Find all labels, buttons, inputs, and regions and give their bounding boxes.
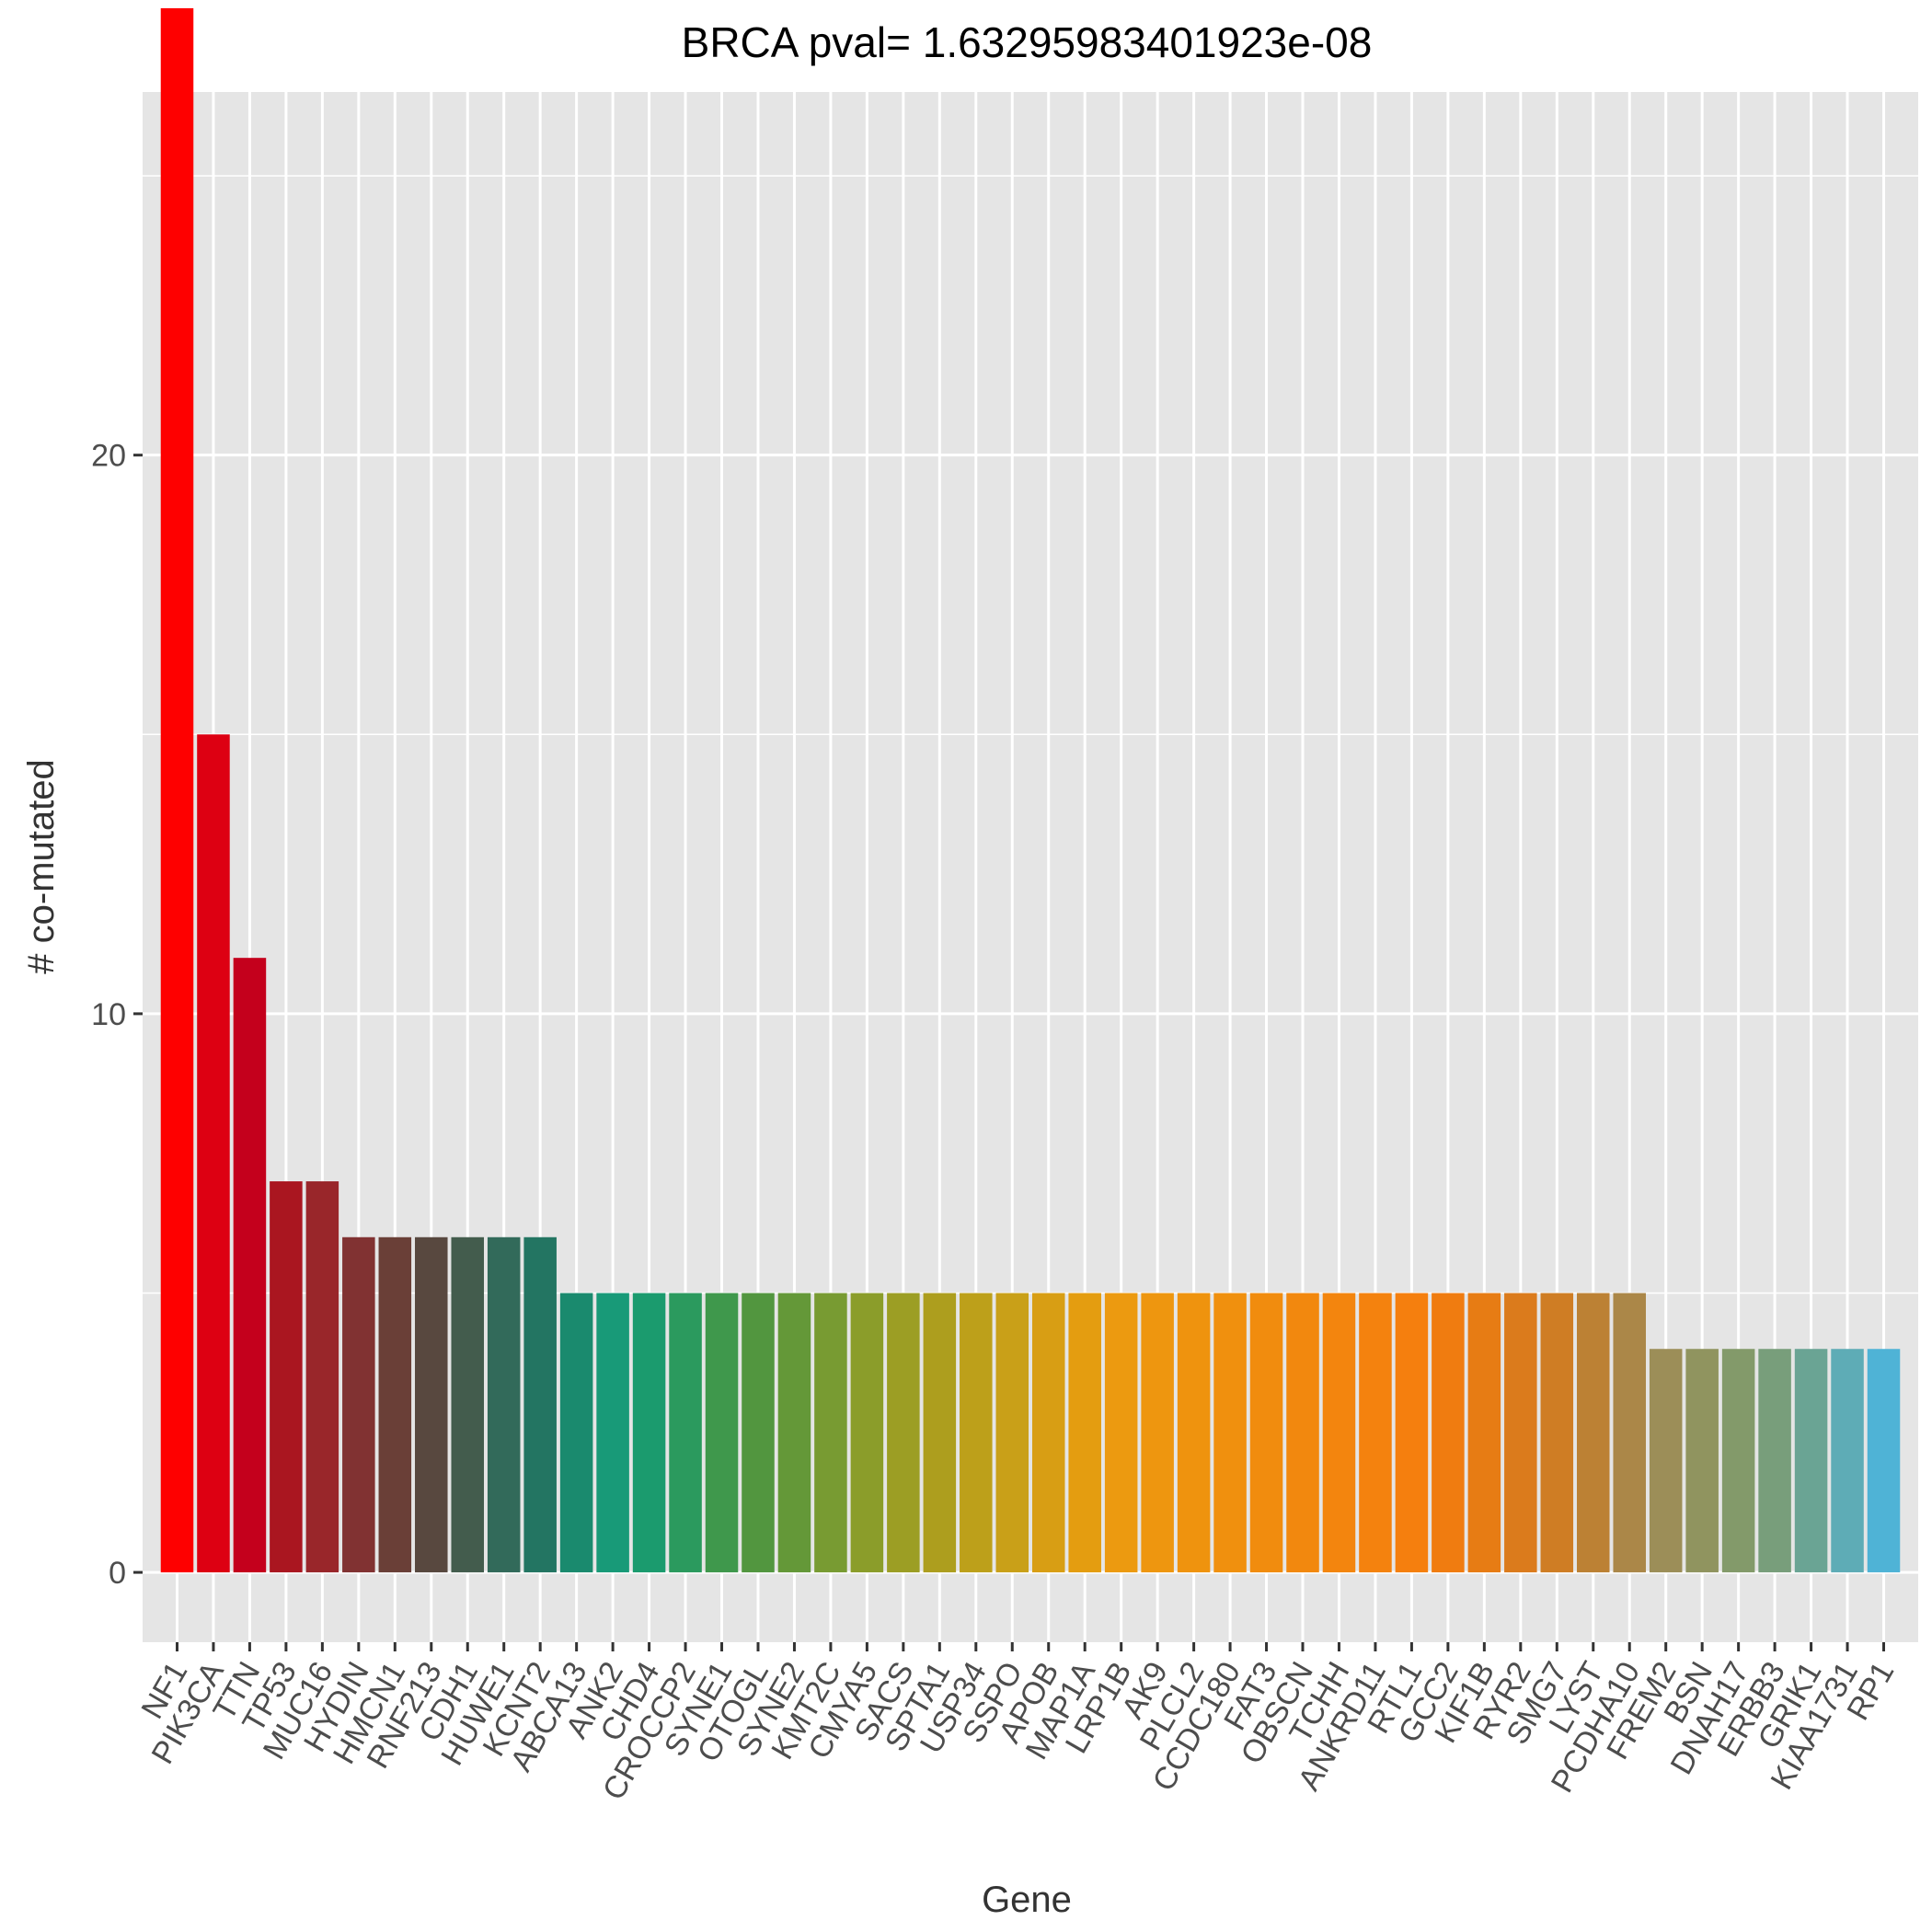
bar-kif1b [1467,1293,1501,1573]
bar-abca13 [559,1293,593,1573]
y-axis: 0 10 20 [91,439,143,1591]
bar-hydin [342,1236,375,1573]
y-tick-label: 0 [109,1556,126,1591]
bar-bsn [1685,1349,1719,1573]
bar-ryr2 [1504,1293,1537,1573]
bar-tp53 [270,1181,303,1573]
bar-rp1 [1867,1349,1901,1573]
bar-kcnt2 [523,1236,557,1573]
y-tick-label: 20 [91,439,126,474]
bar-syne1 [705,1293,739,1573]
bar-ak9 [1141,1293,1174,1573]
bar-otogl [742,1293,775,1573]
bar-kmt2c [814,1293,847,1573]
chart-title: BRCA pval= 1.63295983401923e-08 [682,18,1373,66]
bar-cmya5 [850,1293,884,1573]
bar-frem2 [1649,1349,1683,1573]
bar-lrp1b [1104,1293,1138,1573]
bar-dnah17 [1721,1349,1755,1573]
x-axis: NF1PIK3CATTNTP53MUC16HYDINHMCN1RNF213CDH… [134,1642,1901,1806]
bar-plcl2 [1177,1293,1211,1573]
bar-syne2 [777,1293,811,1573]
bar-rtl1 [1395,1293,1429,1573]
bar-map1a [1068,1293,1101,1573]
bar-muc16 [305,1181,339,1573]
bar-gcc2 [1432,1293,1465,1573]
bar-lyst [1576,1293,1610,1573]
bar-erbb3 [1758,1349,1791,1573]
bar-chd4 [632,1293,666,1573]
y-axis-title: # co-mutated [21,759,62,973]
bar-croccp2 [669,1293,702,1573]
bar-kiaa1731 [1831,1349,1864,1573]
bar-fat3 [1249,1293,1283,1573]
bar-ccdc180 [1213,1293,1247,1573]
bar-ank2 [596,1293,629,1573]
bar-smg7 [1540,1293,1574,1573]
bar-spta1 [923,1293,957,1573]
bar-cdh1 [451,1236,485,1573]
bar-obscn [1286,1293,1319,1573]
bar-rnf213 [415,1236,448,1573]
y-tick-label: 10 [91,997,126,1032]
bar-ankrd11 [1359,1293,1392,1573]
bar-apob [1031,1293,1065,1573]
bar-nf1 [160,7,194,1573]
bar-ttn [233,958,267,1573]
bar-usp34 [960,1293,993,1573]
bar-huwe1 [487,1236,521,1573]
bar-hmcn1 [378,1236,412,1573]
bar-sacs [887,1293,920,1573]
bar-tchh [1322,1293,1356,1573]
bar-pcdha10 [1613,1293,1646,1573]
bar-pik3ca [197,734,230,1573]
bars [160,7,1901,1573]
x-axis-title: Gene [982,1880,1072,1920]
bar-sspo [995,1293,1029,1573]
bar-grik1 [1794,1349,1828,1573]
